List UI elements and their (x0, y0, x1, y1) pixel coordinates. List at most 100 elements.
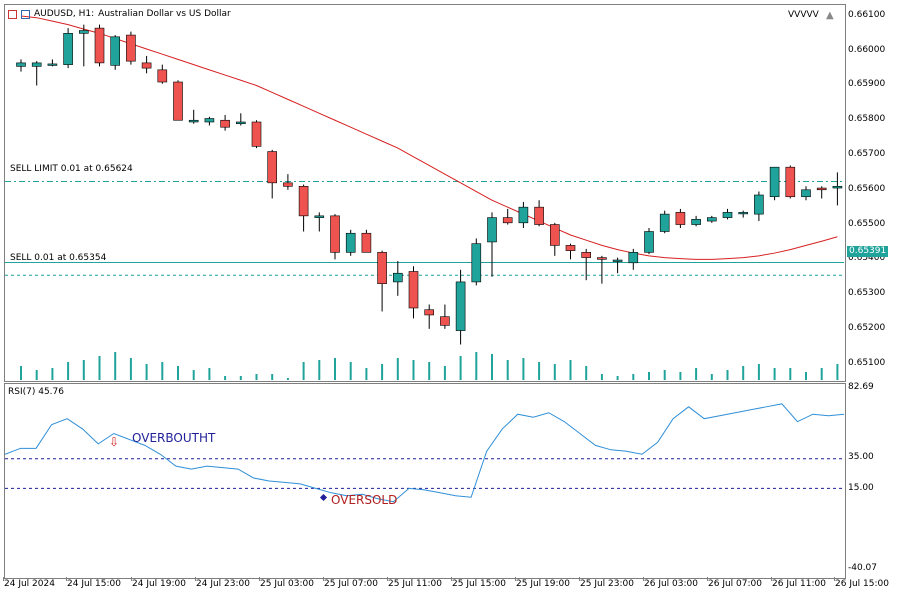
price-tick-label: 0.65900 (848, 79, 886, 90)
candle-body (471, 243, 482, 283)
rsi-level-min: -40.07 (848, 563, 878, 573)
time-tick-mark (579, 577, 580, 581)
sell-arrow-icon: ⇩ (109, 435, 120, 449)
time-tick-label: 25 Jul 19:00 (516, 579, 570, 589)
time-tick-mark (259, 577, 260, 581)
time-tick-label: 25 Jul 03:00 (260, 579, 314, 589)
chart-type-icon[interactable] (8, 9, 17, 19)
candle-body (16, 62, 26, 67)
candle-body (47, 63, 58, 66)
time-tick-mark (3, 577, 4, 581)
candle-body (597, 257, 607, 260)
time-tick-label: 25 Jul 15:00 (452, 579, 506, 589)
candle-body (110, 36, 120, 66)
price-tick-label: 0.65400 (848, 253, 886, 264)
candle-body (581, 252, 592, 258)
candle-body (408, 271, 419, 309)
time-tick-mark (66, 577, 67, 581)
time-tick-label: 24 Jul 23:00 (196, 579, 250, 589)
cap-icon[interactable]: ▲ (826, 10, 834, 21)
time-tick-label: 26 Jul 11:00 (772, 579, 826, 589)
time-tick-label: 25 Jul 11:00 (388, 579, 442, 589)
rsi-chart (5, 403, 844, 503)
candle-body (502, 217, 513, 224)
time-tick-label: 25 Jul 07:00 (324, 579, 378, 589)
candle-body (94, 27, 105, 64)
timeframe-icon[interactable] (21, 9, 30, 19)
rsi-line (5, 403, 844, 503)
candle-body (141, 62, 152, 69)
time-tick-mark (515, 577, 516, 581)
price-tick-label: 0.65500 (848, 218, 886, 229)
candle-body (801, 189, 811, 198)
time-tick-label: 26 Jul 03:00 (644, 579, 698, 589)
time-tick-label: 26 Jul 15:00 (835, 579, 889, 589)
price-chart (5, 15, 844, 380)
chart-header: AUDUSD, H1: Australian Dollar vs US Doll… (8, 9, 231, 19)
rsi-title: RSI(7) 45.76 (8, 387, 64, 397)
price-tick-label: 0.65800 (848, 114, 886, 125)
rsi-level-max: 82.69 (848, 382, 874, 392)
candle-body (345, 232, 356, 253)
candle-body (314, 215, 325, 218)
price-tick-label: 0.65600 (848, 183, 886, 194)
moving-average-line (20, 15, 838, 260)
time-tick-mark (323, 577, 324, 581)
candle-body (628, 252, 639, 264)
candle-body (298, 186, 309, 217)
candle-body (424, 309, 435, 316)
candle-body (283, 182, 293, 187)
candle-body (188, 119, 199, 123)
candle-body (440, 316, 450, 326)
rsi-panel[interactable] (4, 383, 846, 579)
time-tick-mark (131, 577, 132, 581)
candle-body (644, 231, 654, 253)
candle-body (769, 166, 780, 198)
price-tick-label: 0.66100 (848, 9, 886, 20)
candle-body (754, 194, 764, 215)
time-tick-mark (834, 577, 835, 581)
candle-body (204, 118, 215, 123)
time-tick-mark (707, 577, 708, 581)
candle-body (330, 215, 340, 253)
candle-body (518, 206, 529, 224)
candle-body (612, 259, 623, 262)
time-tick-mark (451, 577, 452, 581)
candle-body (377, 252, 387, 284)
candle-body (392, 272, 403, 283)
rsi-level-35: 35.00 (848, 452, 874, 462)
price-tick-label: 0.65300 (848, 288, 886, 299)
time-tick-label: 25 Jul 23:00 (580, 579, 634, 589)
candle-body (220, 119, 230, 128)
sell-limit-label[interactable]: SELL LIMIT 0.01 at 0.65624 (10, 164, 133, 174)
candle-body (173, 81, 183, 121)
candle-body (816, 187, 827, 191)
symbol-label: AUDUSD, H1: (34, 9, 95, 19)
account-label: VVVVV (788, 10, 819, 20)
candle-body (549, 224, 560, 246)
symbol-description: Australian Dollar vs US Dollar (98, 9, 231, 19)
candle-body (659, 213, 670, 232)
candle-body (785, 166, 796, 198)
rsi-level-15: 15.00 (848, 483, 874, 493)
candle-body (534, 206, 544, 225)
candle-body (691, 219, 701, 225)
candle-body (31, 62, 42, 67)
time-tick-mark (387, 577, 388, 581)
candle-body (706, 217, 717, 222)
candle-body (79, 30, 89, 34)
candle-body (157, 69, 168, 83)
candle-body (267, 151, 278, 184)
overbought-label: OVERBOUTHT (132, 431, 216, 445)
candle-body (675, 212, 686, 225)
candle-body (251, 121, 262, 147)
candle-body (832, 186, 843, 189)
candle-body (361, 232, 372, 253)
current-price-badge: 0.65391 (847, 246, 889, 257)
time-tick-label: 24 Jul 2024 (4, 579, 55, 589)
time-tick-mark (643, 577, 644, 581)
candle-body (565, 245, 576, 251)
sell-order-label[interactable]: SELL 0.01 at 0.65354 (10, 253, 107, 263)
time-tick-label: 24 Jul 15:00 (67, 579, 121, 589)
price-tick-label: 0.65200 (848, 322, 886, 333)
